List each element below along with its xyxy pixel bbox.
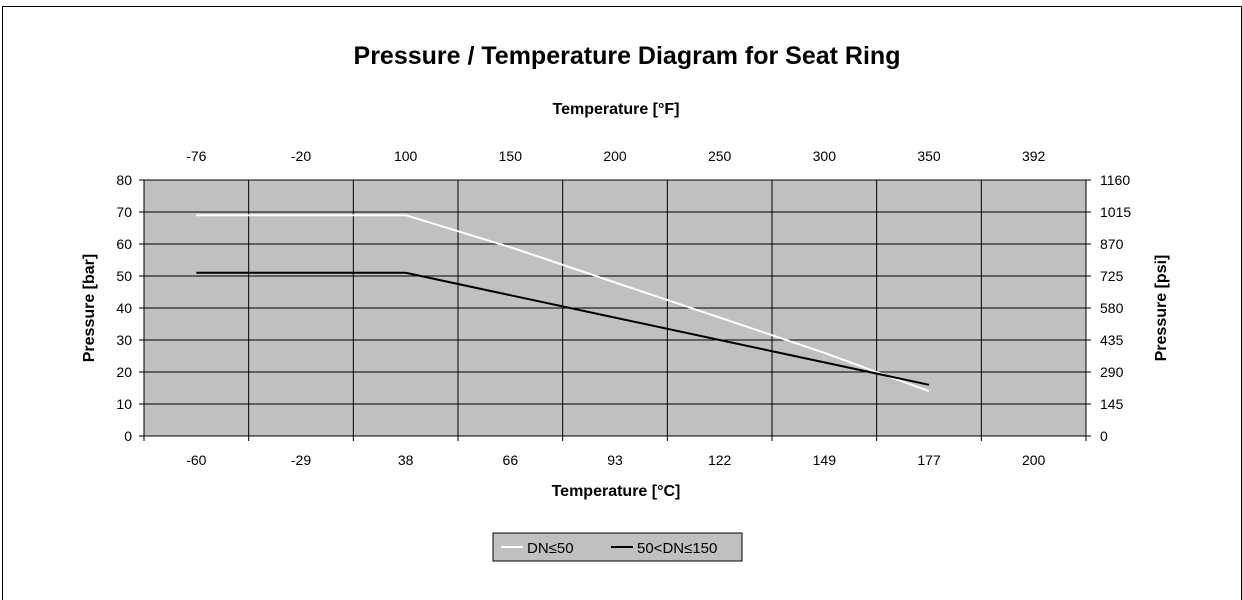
y-right-tick-label: 580 — [1100, 300, 1124, 316]
y-right-tick-label: 1015 — [1100, 204, 1131, 220]
series-line-dn-le-50 — [196, 214, 930, 393]
x-top-tick-label: -76 — [186, 148, 206, 164]
x-bottom-tick-label: -60 — [186, 452, 206, 468]
legend-label: 50<DN≤150 — [637, 540, 717, 557]
y-left-tick-label: 10 — [116, 396, 132, 412]
plot-border — [143, 179, 1087, 437]
legend-label: DN≤50 — [527, 540, 574, 557]
x-bottom-tick-label: 200 — [1022, 452, 1046, 468]
y-left-tick-label: 30 — [116, 332, 132, 348]
y-right-tick-label: 145 — [1100, 396, 1124, 412]
y-right-tick-label: 435 — [1100, 332, 1124, 348]
x-top-tick-label: 392 — [1022, 148, 1046, 164]
x-bottom-tick-label: 38 — [398, 452, 414, 468]
x-top-tick-label: 200 — [603, 148, 627, 164]
y-left-tick-label: 40 — [116, 300, 132, 316]
x-bottom-tick-label: 66 — [503, 452, 519, 468]
chart-title: Pressure / Temperature Diagram for Seat … — [354, 42, 901, 70]
x-top-tick-label: 350 — [917, 148, 941, 164]
y-left-tick-label: 60 — [116, 236, 132, 252]
y-left-tick-label: 50 — [116, 268, 132, 284]
y-right-tick-label: 290 — [1100, 364, 1124, 380]
x-top-tick-label: 100 — [394, 148, 418, 164]
x-bottom-tick-label: 177 — [917, 452, 941, 468]
y-right-axis-label: Pressure [psi] — [1153, 255, 1170, 362]
y-right-tick-label: 725 — [1100, 268, 1124, 284]
x-top-tick-label: 300 — [813, 148, 837, 164]
x-bottom-tick-label: 93 — [607, 452, 623, 468]
legend: DN≤50 50<DN≤150 — [492, 532, 743, 562]
y-left-tick-label: 80 — [116, 172, 132, 188]
y-right-tick-label: 1160 — [1100, 172, 1130, 188]
x-bottom-tick-label: 149 — [813, 452, 837, 468]
y-right-tick-label: 0 — [1100, 428, 1108, 444]
x-top-tick-label: 250 — [708, 148, 732, 164]
plot-area: 0 0 10 145 20 290 30 435 40 580 50 725 60 870 70 1015 80… — [116, 148, 1131, 468]
y-left-tick-label: 20 — [116, 364, 132, 380]
y-left-tick-label: 0 — [124, 428, 132, 444]
x-bottom-tick-label: -29 — [291, 452, 311, 468]
x-top-axis-label: Temperature [°F] — [552, 101, 679, 118]
y-right-tick-label: 870 — [1100, 236, 1124, 252]
x-bottom-tick-label: 122 — [708, 452, 732, 468]
x-bottom-axis-label: Temperature [°C] — [552, 483, 681, 500]
x-top-tick-label: -20 — [291, 148, 311, 164]
y-left-axis-label: Pressure [bar] — [81, 254, 98, 363]
x-top-tick-label: 150 — [499, 148, 523, 164]
series-line-dn-50-150 — [196, 271, 930, 386]
y-left-tick-label: 70 — [116, 204, 132, 220]
